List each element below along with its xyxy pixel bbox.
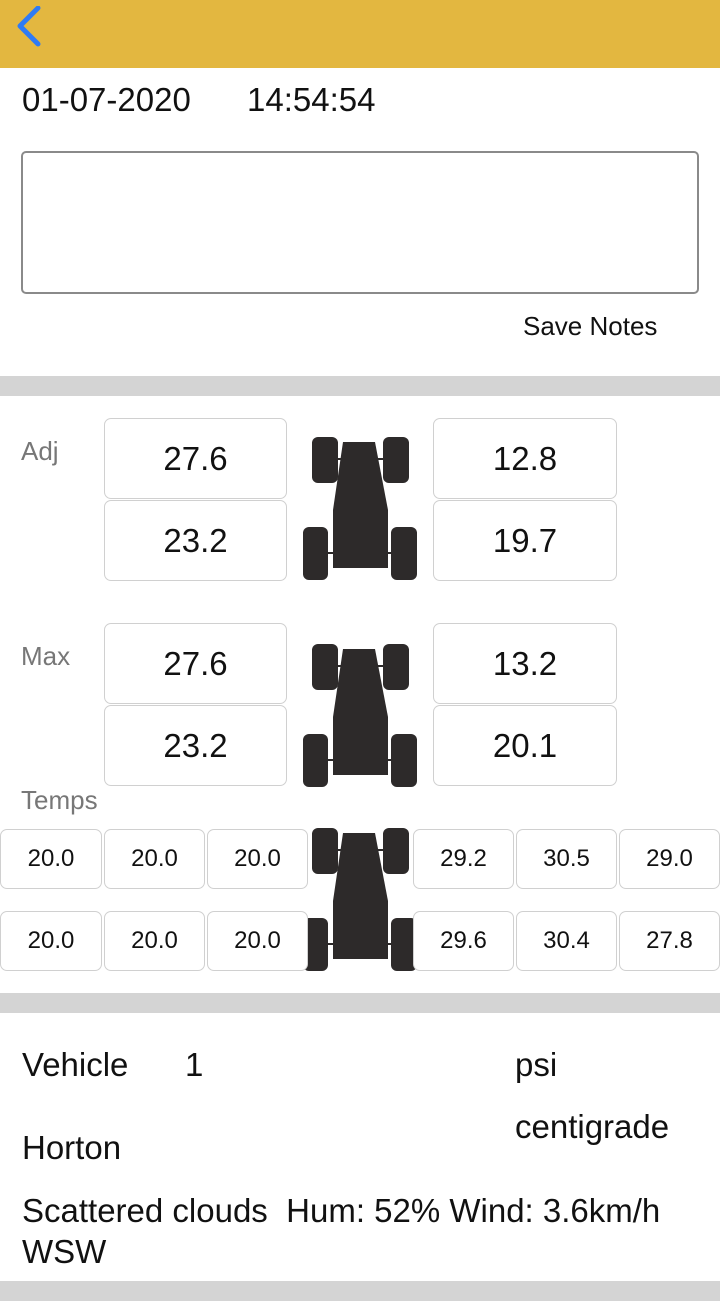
temp-rear-right-middle[interactable]: 30.4 bbox=[516, 911, 617, 971]
temp-rear-right-outer[interactable]: 27.8 bbox=[619, 911, 720, 971]
vehicle-value: 1 bbox=[185, 1046, 204, 1083]
car-icon bbox=[303, 828, 417, 971]
divider bbox=[0, 993, 720, 1013]
back-button[interactable] bbox=[14, 5, 54, 50]
pressure-unit: psi bbox=[515, 1046, 558, 1083]
adj-rear-left[interactable]: 23.2 bbox=[104, 500, 287, 581]
session-date: 01-07-2020 bbox=[22, 81, 191, 118]
track-name: Horton bbox=[22, 1129, 122, 1166]
max-label: Max bbox=[21, 641, 71, 671]
adj-label: Adj bbox=[21, 436, 59, 466]
car-icon bbox=[303, 437, 417, 580]
notes-input[interactable] bbox=[21, 151, 699, 294]
max-rear-right[interactable]: 20.1 bbox=[433, 705, 617, 786]
session-time: 14:54:54 bbox=[247, 81, 376, 118]
max-front-right[interactable]: 13.2 bbox=[433, 623, 617, 704]
temps-label: Temps bbox=[21, 785, 98, 815]
divider bbox=[0, 376, 720, 396]
divider bbox=[0, 1281, 720, 1301]
temp-front-left-middle[interactable]: 20.0 bbox=[104, 829, 205, 889]
temp-front-right-outer[interactable]: 29.0 bbox=[619, 829, 720, 889]
max-rear-left[interactable]: 23.2 bbox=[104, 705, 287, 786]
max-front-left[interactable]: 27.6 bbox=[104, 623, 287, 704]
chevron-left-icon bbox=[17, 5, 41, 47]
adj-front-left[interactable]: 27.6 bbox=[104, 418, 287, 499]
adj-rear-right[interactable]: 19.7 bbox=[433, 500, 617, 581]
car-icon bbox=[303, 644, 417, 787]
temp-front-right-middle[interactable]: 30.5 bbox=[516, 829, 617, 889]
temp-front-right-inner[interactable]: 29.2 bbox=[413, 829, 514, 889]
weather-info: Scattered clouds Hum: 52% Wind: 3.6km/h … bbox=[22, 1192, 670, 1270]
temp-front-left-inner[interactable]: 20.0 bbox=[207, 829, 308, 889]
header-bar bbox=[0, 0, 720, 68]
temp-rear-right-inner[interactable]: 29.6 bbox=[413, 911, 514, 971]
temp-rear-left-middle[interactable]: 20.0 bbox=[104, 911, 205, 971]
vehicle-label: Vehicle bbox=[22, 1046, 129, 1083]
temp-rear-left-inner[interactable]: 20.0 bbox=[207, 911, 308, 971]
temp-front-left-outer[interactable]: 20.0 bbox=[0, 829, 102, 889]
temp-rear-left-outer[interactable]: 20.0 bbox=[0, 911, 102, 971]
temp-unit: centigrade bbox=[515, 1108, 670, 1145]
save-notes-button[interactable]: Save Notes bbox=[523, 311, 658, 341]
adj-front-right[interactable]: 12.8 bbox=[433, 418, 617, 499]
